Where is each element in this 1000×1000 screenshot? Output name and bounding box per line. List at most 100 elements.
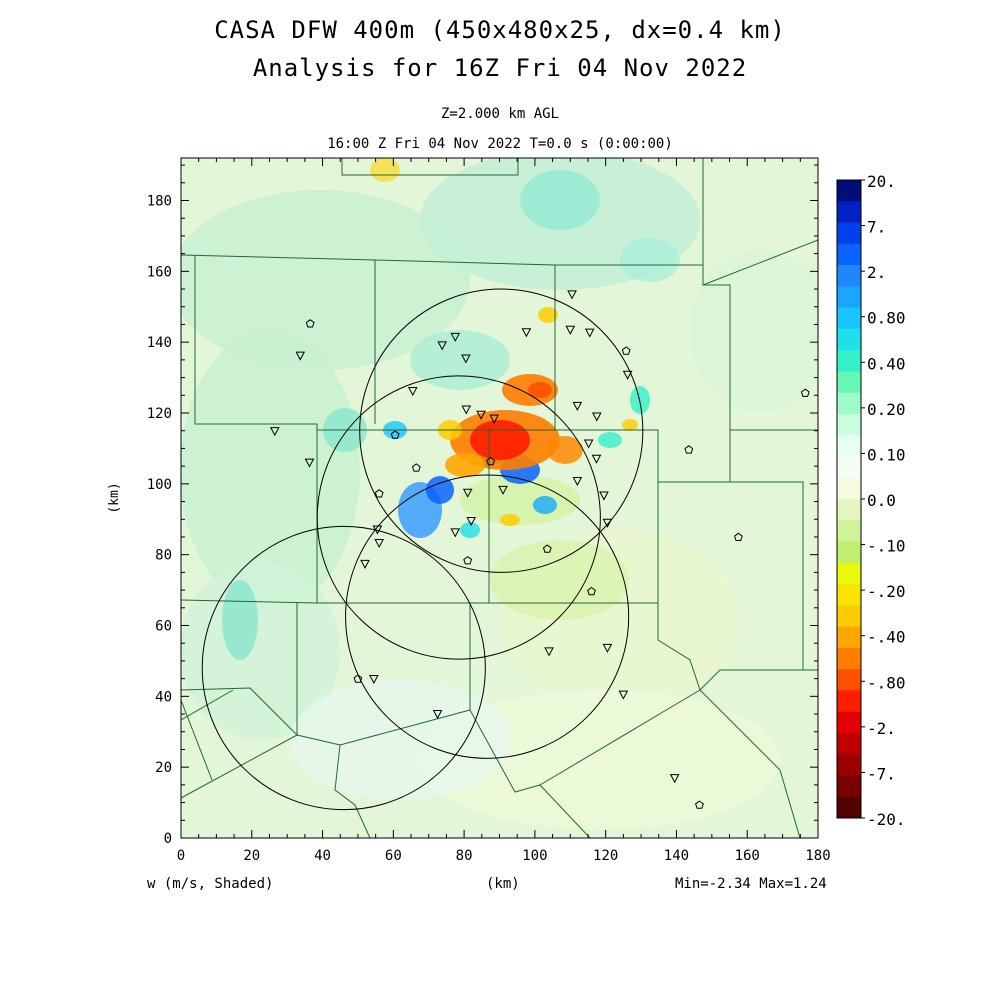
station-pentagon-marker [353, 674, 363, 683]
colorbar-swatch [837, 371, 861, 394]
colorbar-swatch [837, 350, 861, 372]
colorbar-swatch [837, 265, 861, 287]
station-pentagon-marker [621, 346, 631, 355]
station-triangle-marker [432, 710, 443, 720]
colorbar-label: 0.10 [867, 445, 906, 464]
radar-ring-3 [345, 474, 630, 759]
x-tick-label: 160 [735, 848, 760, 864]
station-triangle-marker [462, 488, 473, 498]
y-tick-label: 0 [164, 831, 172, 847]
station-triangle-marker [372, 525, 383, 535]
station-pentagon-marker [800, 388, 810, 397]
station-pentagon-marker [695, 800, 704, 809]
station-triangle-marker [572, 477, 583, 487]
y-tick-label: 120 [147, 406, 172, 422]
station-pentagon-marker [684, 445, 694, 454]
x-tick-label: 20 [243, 848, 260, 864]
min-max-label: Min=-2.34 Max=1.24 [675, 876, 827, 892]
station-triangle-marker [489, 414, 500, 424]
station-triangle-marker [584, 328, 595, 338]
station-triangle-marker [374, 538, 385, 549]
y-tick-label: 60 [155, 619, 172, 635]
colorbar-swatch [837, 562, 861, 585]
colorbar-swatch [837, 499, 861, 521]
station-pentagon-marker [486, 456, 496, 466]
colorbar-swatch [837, 584, 861, 606]
station-triangle-marker [669, 774, 680, 784]
colorbar-swatch [837, 201, 861, 224]
colorbar-label: -.20 [867, 582, 906, 601]
colorbar-swatch [837, 754, 861, 776]
y-axis-label: (km) [107, 482, 122, 513]
station-triangle-marker [498, 485, 508, 495]
x-tick-label: 40 [314, 848, 331, 864]
colorbar-swatch [837, 243, 861, 266]
station-pentagon-marker [734, 532, 743, 541]
field-label: w (m/s, Shaded) [147, 876, 274, 892]
colorbar-label: 0.0 [867, 491, 896, 510]
station-triangle-marker [602, 518, 613, 528]
x-tick-label: 0 [177, 848, 185, 864]
colorbar-swatch [837, 775, 861, 798]
colorbar-swatch [837, 626, 861, 649]
y-tick-label: 20 [155, 760, 172, 776]
colorbar-swatch [837, 392, 861, 415]
station-triangle-marker [450, 528, 461, 538]
x-tick-label: 60 [385, 848, 402, 864]
station-pentagon-marker [542, 544, 552, 553]
station-triangle-marker [583, 439, 594, 449]
colorbar-swatch [837, 328, 861, 351]
title-line-2: Analysis for 16Z Fri 04 Nov 2022 [252, 54, 748, 82]
colorbar-label: 0.80 [867, 309, 906, 328]
radar-ring-2 [316, 375, 601, 660]
colorbar-swatch [837, 456, 861, 479]
x-tick-label: 120 [593, 848, 618, 864]
station-triangle-marker [591, 454, 602, 464]
station-triangle-marker [461, 354, 471, 364]
time-label: 16:00 Z Fri 04 Nov 2022 T=0.0 s (0:00:00… [327, 136, 673, 152]
station-triangle-marker [304, 458, 315, 468]
station-triangle-marker [476, 410, 486, 420]
colorbar-swatch [837, 286, 861, 309]
colorbar-label: 7. [867, 218, 886, 237]
station-triangle-marker [295, 351, 306, 361]
station-pentagon-marker [411, 463, 421, 472]
x-tick-label: 180 [805, 848, 830, 864]
colorbar-swatch [837, 647, 861, 670]
colorbar-swatch [837, 732, 861, 755]
w-field-shading [181, 158, 818, 830]
x-tick-label: 100 [522, 848, 547, 864]
y-tick-label: 160 [147, 264, 172, 280]
station-triangle-marker [599, 491, 609, 501]
colorbar-swatch [837, 477, 861, 500]
station-pentagon-marker [374, 489, 384, 498]
y-tick-label: 40 [155, 689, 172, 705]
colorbar-label: -.10 [867, 537, 906, 556]
colorbar-label: -7. [867, 764, 896, 783]
colorbar-swatch [837, 435, 861, 457]
colorbar-label: -2. [867, 719, 896, 738]
station-triangle-marker [461, 405, 472, 415]
station-triangle-marker [369, 674, 379, 685]
colorbar: 20. 7. 2. 0.80 0.40 0.20 0.10 0.0 -.10 -.20 -.40 -.… [836, 172, 906, 829]
y-tick-label: 140 [147, 335, 172, 351]
axis-tick-labels: 0 20 40 60 80 100 120 140 160 180 0 20 40 60 80 100 120 1… [147, 194, 831, 865]
colorbar-swatch [837, 690, 861, 713]
station-triangle-marker [466, 517, 477, 527]
radar-range-rings [201, 288, 644, 811]
title-line-1: CASA DFW 400m (450x480x25, dx=0.4 km) [214, 16, 786, 44]
colorbar-swatch [837, 605, 861, 628]
axis-ticks [180, 158, 819, 839]
radar-ring-1 [359, 288, 644, 573]
station-triangle-marker [360, 559, 370, 569]
station-triangle-marker [572, 401, 583, 411]
colorbar-swatch [837, 669, 861, 691]
station-triangle-marker [450, 332, 461, 342]
colorbar-swatch [837, 711, 861, 734]
x-tick-label: 140 [664, 848, 689, 864]
station-triangle-marker [618, 690, 629, 700]
x-axis-label: (km) [486, 876, 520, 892]
colorbar-label: -.40 [867, 628, 906, 647]
y-tick-label: 80 [155, 548, 172, 564]
